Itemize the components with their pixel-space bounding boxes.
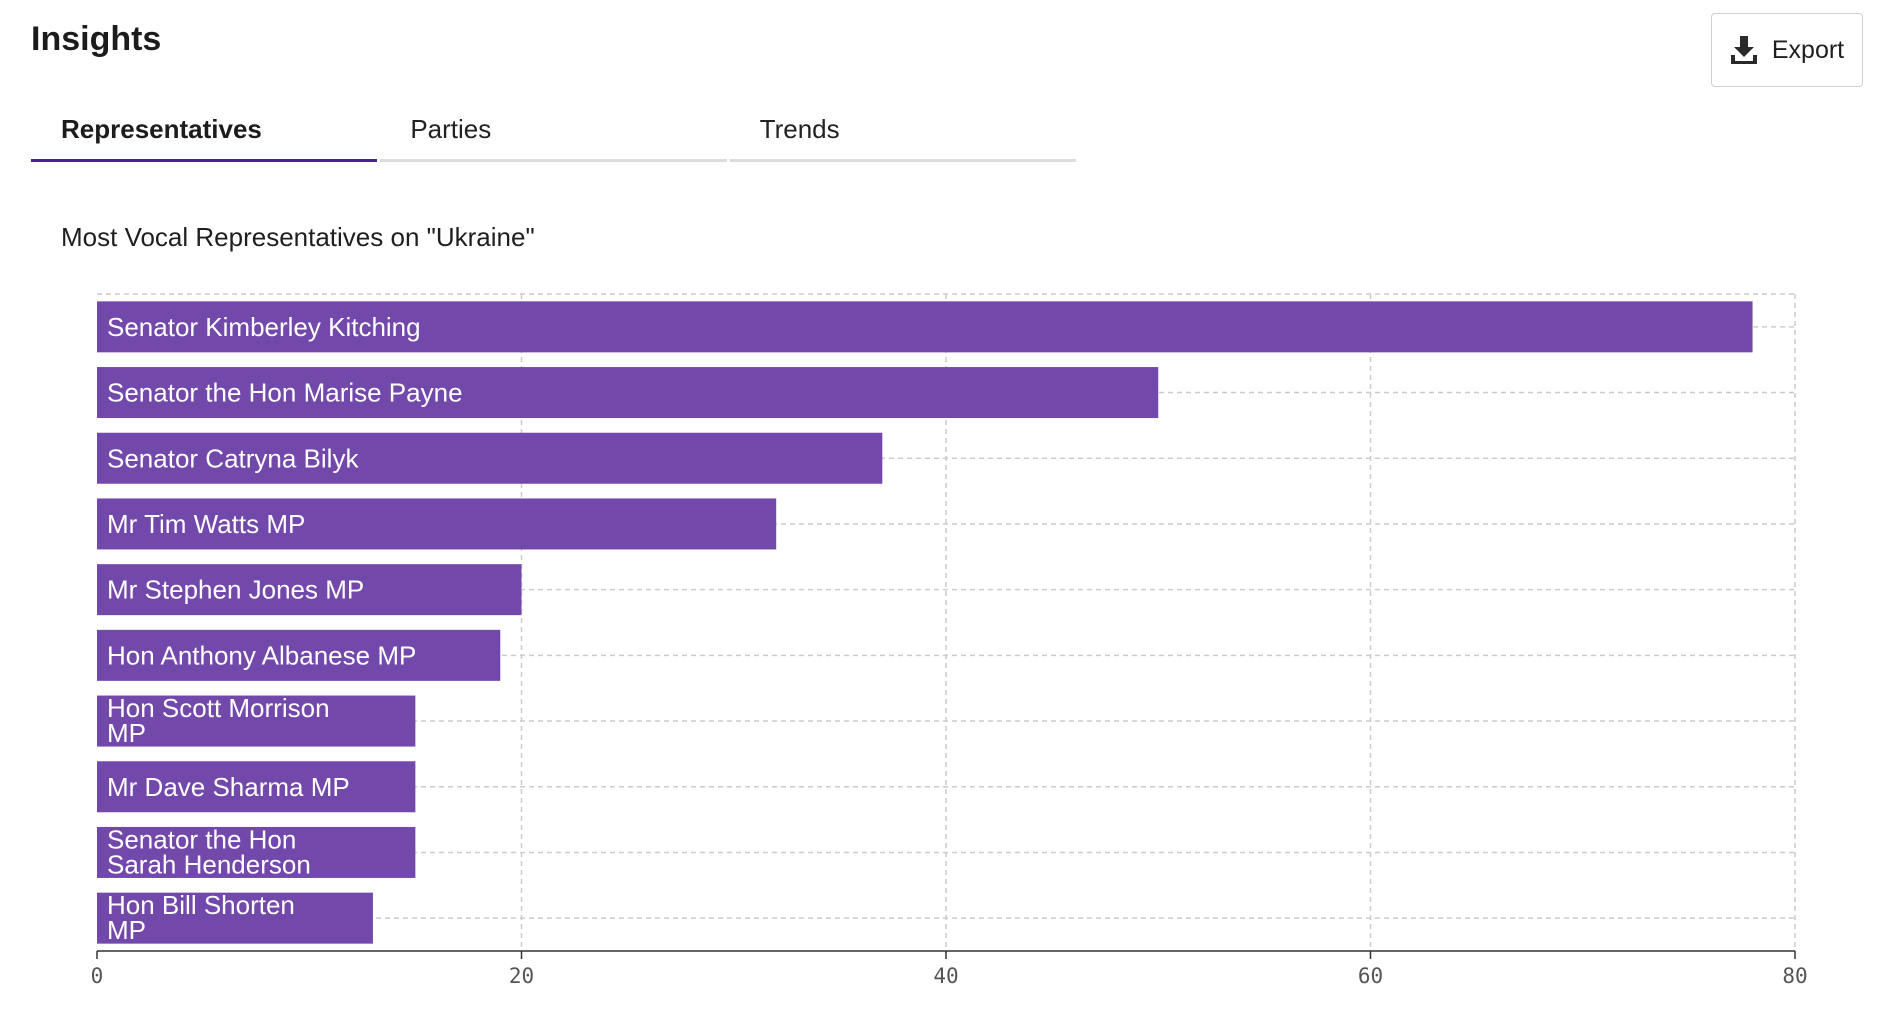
bar-label: Mr Stephen Jones MP — [107, 575, 364, 605]
bar-label: Hon Bill Shorten MP — [107, 890, 295, 945]
download-icon — [1730, 35, 1758, 65]
bar-label: Senator the Hon Marise Payne — [107, 378, 463, 408]
x-tick-label: 20 — [509, 964, 534, 988]
export-label: Export — [1771, 35, 1845, 64]
bar — [97, 498, 777, 550]
bar-label: Mr Dave Sharma MP — [107, 772, 350, 802]
bar-label: Hon Anthony Albanese MP — [107, 640, 416, 670]
bar — [97, 432, 883, 484]
x-tick-label: 60 — [1358, 964, 1383, 988]
bar-label: Hon Scott Morrison MP — [107, 693, 330, 748]
tab-parties[interactable]: Parties — [380, 100, 727, 162]
bar — [97, 367, 1159, 419]
bar-label: Senator Kimberley Kitching — [107, 312, 421, 342]
tab-trends[interactable]: Trends — [729, 100, 1076, 162]
bar-label: Senator the Hon Sarah Henderson — [107, 824, 311, 879]
bar — [97, 695, 416, 747]
chart-title: Most Vocal Representatives on "Ukraine" — [61, 222, 535, 252]
bar — [97, 629, 501, 681]
tab-bar: Representatives Parties Trends — [31, 100, 1079, 162]
bar-label: Mr Tim Watts MP — [107, 509, 305, 539]
x-tick-label: 0 — [91, 964, 104, 988]
bar-label: Senator Catryna Bilyk — [107, 443, 359, 473]
x-tick-label: 40 — [933, 964, 958, 988]
bar — [97, 761, 416, 813]
bar — [97, 301, 1753, 353]
bar — [97, 564, 522, 616]
bar — [97, 892, 373, 944]
page-title: Insights — [31, 20, 162, 58]
x-tick-label: 80 — [1782, 964, 1807, 988]
export-button[interactable]: Export — [1711, 13, 1863, 87]
tab-representatives[interactable]: Representatives — [31, 100, 378, 162]
bar — [97, 826, 416, 878]
